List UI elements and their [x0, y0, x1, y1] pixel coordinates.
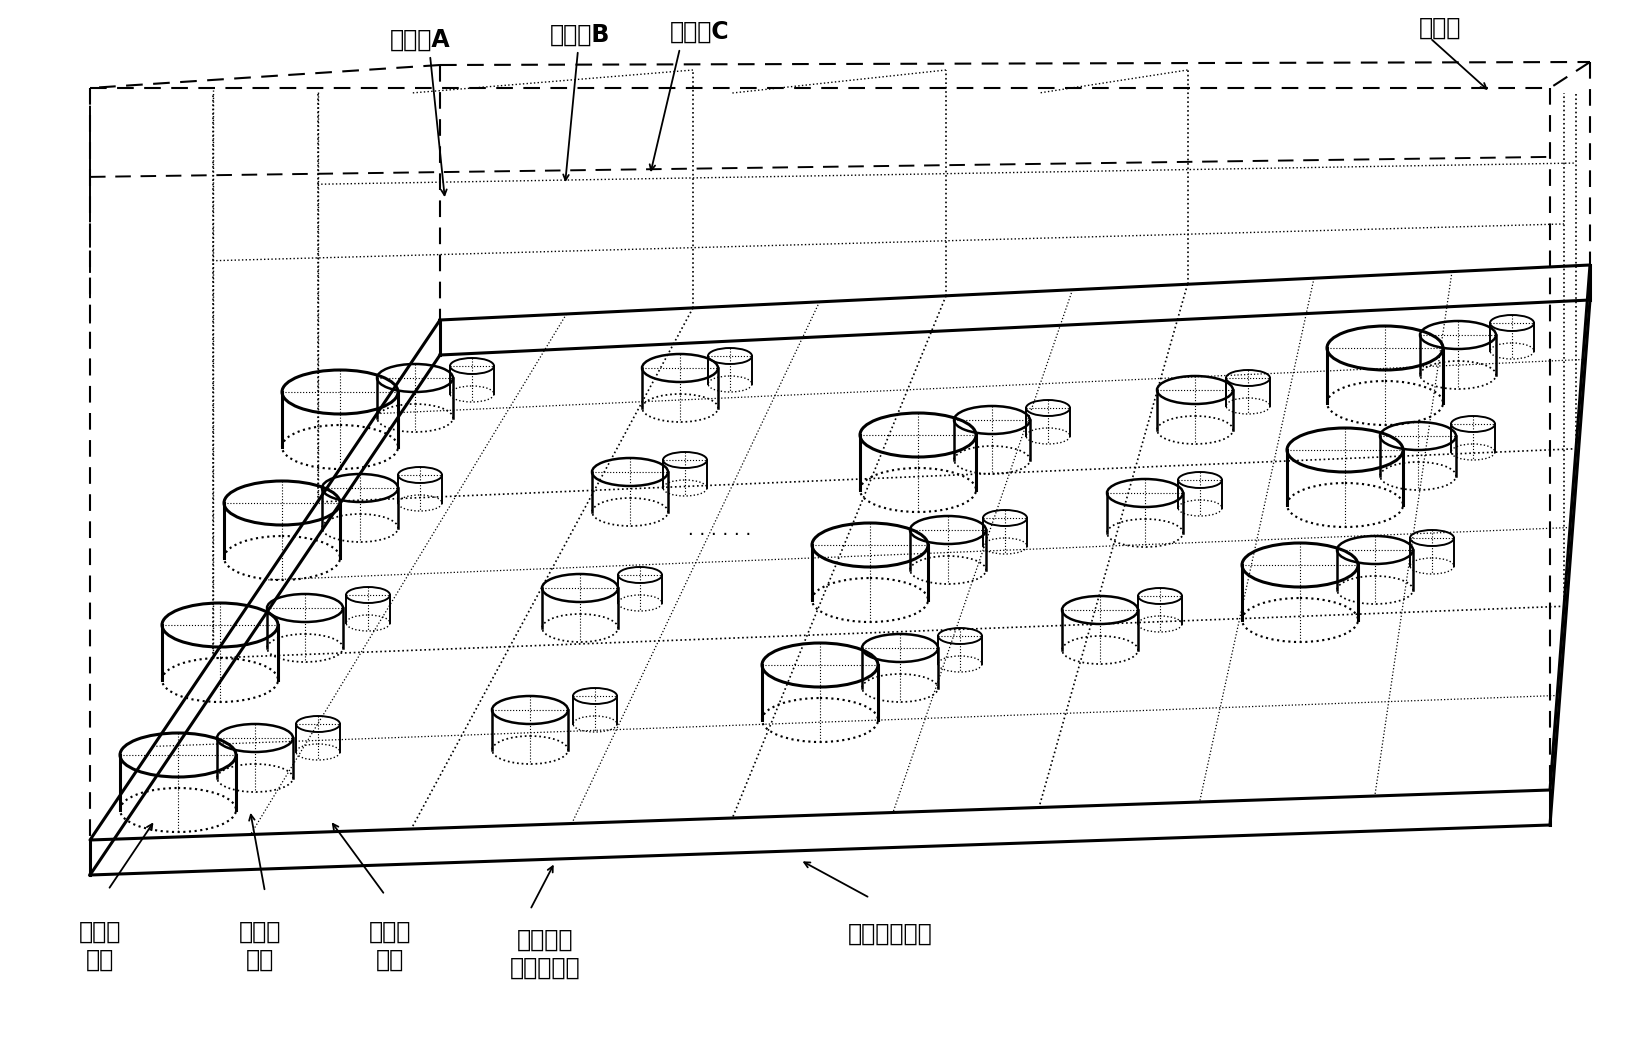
Text: 打印头喷孔片: 打印头喷孔片 — [848, 922, 933, 946]
Text: 处理过的
喷孔片表面: 处理过的 喷孔片表面 — [510, 928, 580, 979]
Text: 大口径
喷孔: 大口径 喷孔 — [78, 920, 120, 972]
Text: 储墨槽A: 储墨槽A — [389, 28, 451, 52]
Text: 储墨槽C: 储墨槽C — [671, 20, 729, 44]
Text: · · · · · ·: · · · · · · — [689, 526, 752, 544]
Text: 中口径
喷孔: 中口径 喷孔 — [239, 920, 282, 972]
Text: 储墨槽B: 储墨槽B — [550, 23, 610, 47]
Text: 打印头: 打印头 — [1420, 16, 1462, 40]
Text: 小口径
喷孔: 小口径 喷孔 — [370, 920, 412, 972]
